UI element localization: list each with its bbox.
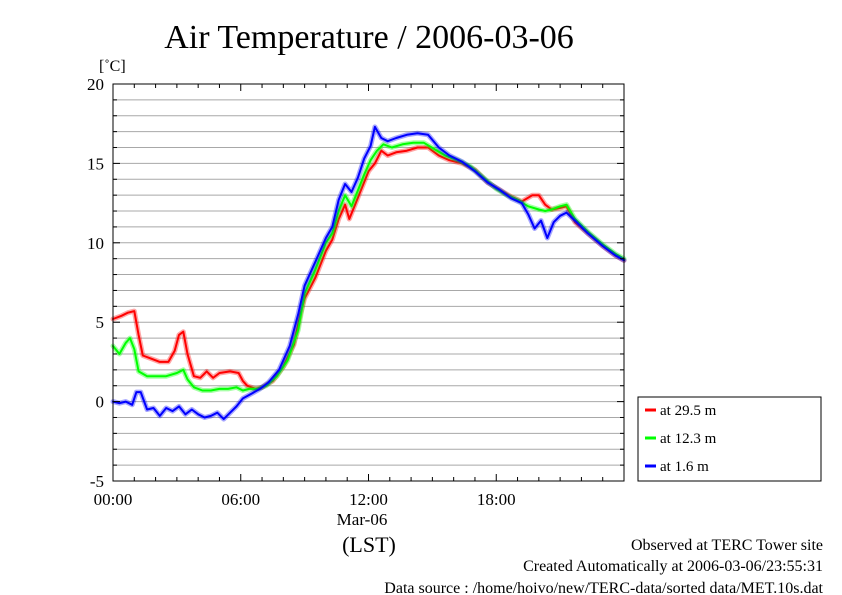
footer-created-time: Created Automatically at 2006-03-06/23:5…	[523, 558, 823, 575]
footer-observed-site: Observed at TERC Tower site	[631, 537, 823, 554]
y-axis-unit-label: [˚C]	[99, 58, 126, 75]
x-tick-label: 18:00	[477, 490, 516, 509]
y-tick-label: 15	[87, 154, 104, 173]
x-tick-label: 00:00	[94, 490, 133, 509]
series-line-3	[112, 125, 625, 421]
legend-box	[637, 396, 822, 482]
series-line-1	[112, 146, 625, 390]
x-tick-label: 06:00	[221, 490, 260, 509]
y-tick-label: -5	[90, 472, 104, 491]
tick-labels: -5 0 5 10 15 20 00:00 06:00 12:00 18:00	[87, 75, 516, 509]
legend-label: at 1.6 m	[660, 459, 709, 475]
series-line-halo-1	[110, 145, 627, 392]
x-axis-label: (LST)	[342, 532, 396, 557]
plot-frame	[112, 83, 625, 482]
grid-lines	[113, 99, 624, 466]
series-lines	[110, 124, 627, 422]
legend: at 29.5 m at 12.3 m at 1.6 m	[637, 396, 822, 482]
y-tick-label: 0	[96, 393, 105, 412]
y-tick-label: 20	[87, 75, 104, 94]
legend-label: at 12.3 m	[660, 431, 717, 447]
y-tick-label: 10	[87, 234, 104, 253]
footer-data-source: Data source : /home/hoivo/new/TERC-data/…	[384, 580, 823, 595]
y-tick-label: 5	[96, 313, 105, 332]
x-date-label: Mar-06	[337, 510, 388, 529]
chart-title: Air Temperature / 2006-03-06	[164, 19, 574, 56]
series-line-2	[112, 141, 625, 392]
x-tick-label: 12:00	[349, 490, 388, 509]
axis-ticks	[112, 83, 625, 482]
legend-label: at 29.5 m	[660, 403, 717, 419]
